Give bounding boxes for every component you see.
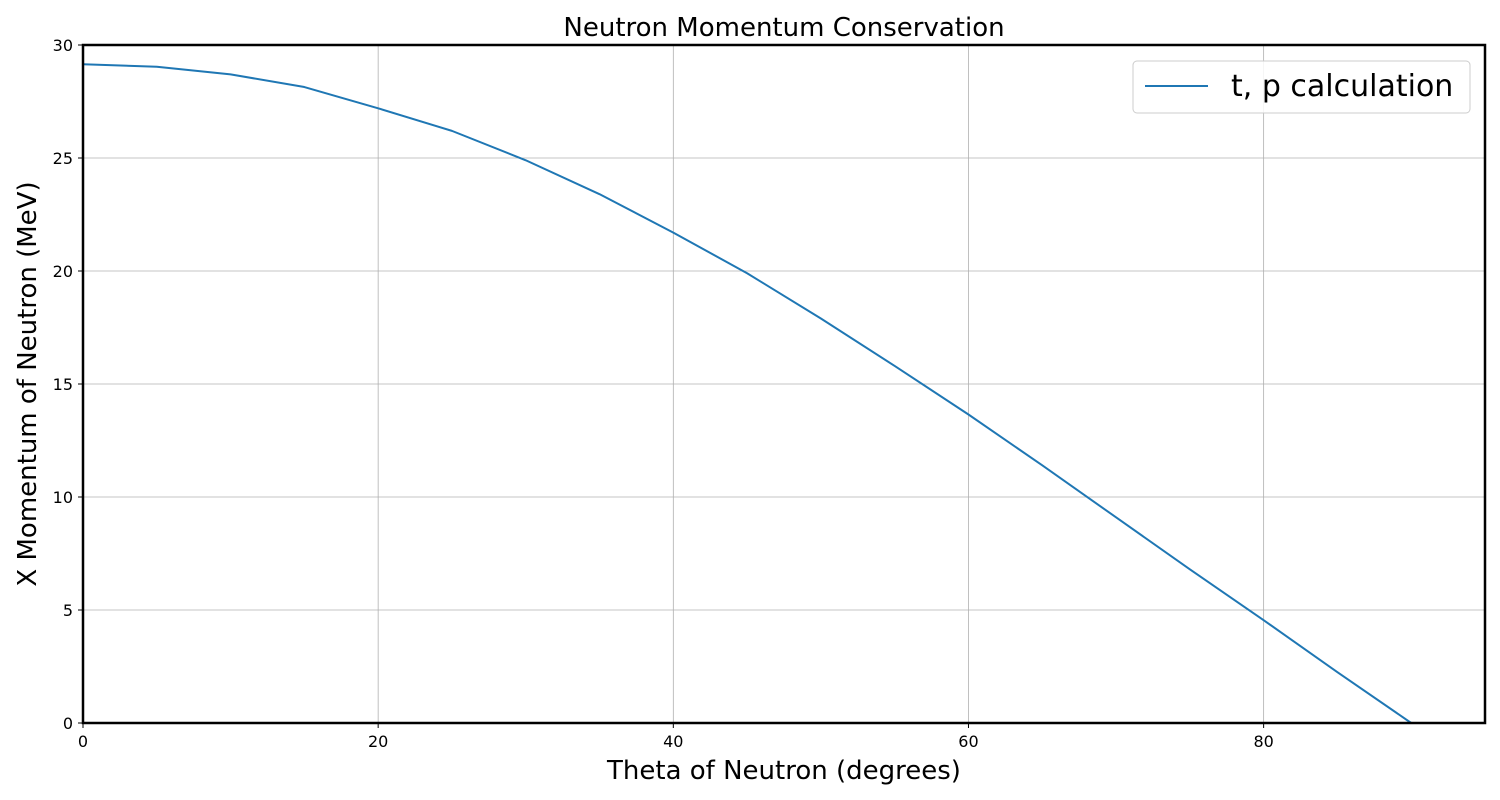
y-tick-label: 0 xyxy=(63,714,73,733)
y-tick-label: 5 xyxy=(63,601,73,620)
legend-label: t, p calculation xyxy=(1231,69,1453,104)
y-tick-label: 10 xyxy=(53,488,73,507)
chart-title: Neutron Momentum Conservation xyxy=(563,13,1004,43)
y-tick-label: 30 xyxy=(53,36,73,55)
grid-lines xyxy=(82,44,1485,724)
x-tick-label: 60 xyxy=(958,732,978,751)
x-tick-label: 20 xyxy=(368,732,388,751)
legend: t, p calculation xyxy=(1132,60,1471,114)
series-layer xyxy=(82,63,1413,724)
x-tick-label: 40 xyxy=(663,732,683,751)
x-tick-label: 80 xyxy=(1253,732,1273,751)
series-line xyxy=(82,63,1413,724)
legend-box xyxy=(1132,60,1471,114)
x-axis-label: Theta of Neutron (degrees) xyxy=(606,756,961,786)
y-tick-label: 25 xyxy=(53,149,73,168)
y-axis-ticks: 0 5 10 15 20 25 30 xyxy=(53,36,83,733)
y-axis-label: X Momentum of Neutron (MeV) xyxy=(13,181,43,586)
y-tick-label: 20 xyxy=(53,262,73,281)
x-axis-ticks: 0 20 40 60 80 xyxy=(78,723,1274,751)
x-tick-label: 0 xyxy=(78,732,88,751)
y-tick-label: 15 xyxy=(53,375,73,394)
